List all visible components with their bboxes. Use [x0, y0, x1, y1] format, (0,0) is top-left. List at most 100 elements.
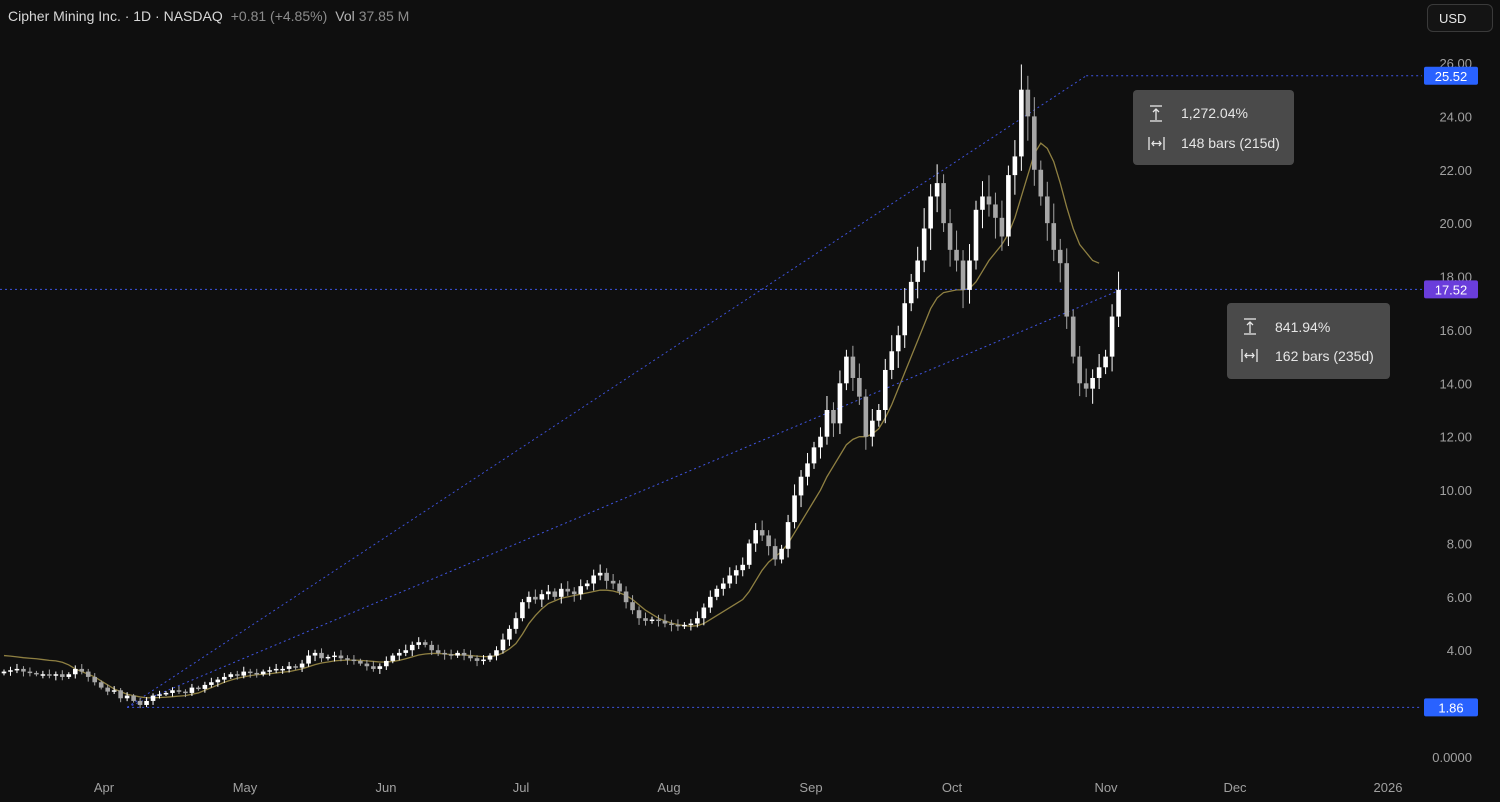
candle-body — [325, 656, 331, 659]
candle-body — [1103, 356, 1108, 368]
candle — [533, 589, 538, 604]
candle-body — [973, 209, 979, 261]
candle-body — [928, 196, 933, 229]
candle-body — [481, 659, 486, 662]
candle — [610, 574, 616, 590]
candle — [338, 650, 344, 662]
measure-line-1 — [126, 75, 1087, 708]
candle — [921, 208, 927, 273]
candle-body — [1109, 316, 1115, 357]
candle — [818, 427, 823, 459]
candle-body — [273, 668, 279, 671]
candle — [416, 637, 422, 650]
candle-body — [720, 583, 726, 589]
measure-2-bars: 162 bars (235d) — [1275, 348, 1374, 364]
candle — [785, 514, 791, 558]
candle-body — [565, 588, 571, 592]
candle-body — [921, 228, 927, 261]
candle — [461, 649, 467, 661]
candle-body — [319, 652, 324, 659]
x-tick-label: Oct — [942, 780, 963, 795]
candle — [1057, 238, 1063, 283]
candle-body — [98, 682, 104, 688]
candle-body — [234, 674, 240, 676]
candle — [429, 640, 434, 656]
y-tick-label: 0.0000 — [1432, 750, 1472, 765]
candle — [396, 648, 402, 661]
candle — [351, 655, 357, 665]
candle — [481, 655, 486, 665]
candle-body — [617, 583, 622, 592]
candle — [766, 530, 771, 556]
candle-body — [604, 572, 609, 581]
candle-body — [390, 655, 396, 661]
candle-body — [157, 694, 162, 696]
price-axis[interactable]: 26.0024.0022.0020.0018.0016.0014.0012.00… — [1432, 56, 1472, 765]
candle — [882, 358, 888, 424]
candle-body — [623, 591, 629, 603]
candle — [34, 670, 39, 677]
candle — [306, 650, 311, 667]
measure-box-2[interactable]: 841.94% 162 bars (235d) — [1227, 303, 1390, 379]
candle — [384, 656, 389, 670]
price-tag-bg — [1424, 66, 1478, 85]
candle — [682, 622, 687, 629]
candle-body — [202, 684, 208, 689]
candle-body — [1044, 196, 1050, 224]
candle — [137, 698, 143, 709]
candle — [973, 200, 979, 270]
candle — [377, 663, 383, 674]
candle — [934, 164, 940, 213]
candle — [1083, 368, 1089, 398]
currency-button[interactable]: USD — [1427, 4, 1493, 32]
candle — [170, 687, 175, 697]
candle — [1038, 160, 1044, 206]
candle-body — [740, 564, 746, 571]
time-axis[interactable]: Apr May Jun Jul Aug Sep Oct Nov Dec 2026 — [94, 780, 1403, 795]
candle-body — [1, 671, 7, 674]
candle — [902, 288, 908, 348]
candle-body — [831, 410, 836, 424]
candle — [604, 568, 609, 589]
candle-body — [539, 594, 545, 600]
candle-body — [870, 420, 875, 437]
candle-body — [72, 668, 78, 675]
candle-body — [124, 695, 130, 699]
x-tick-label: 2026 — [1374, 780, 1403, 795]
range-icon — [1244, 318, 1256, 335]
candle — [247, 668, 253, 678]
candle-body — [591, 575, 596, 584]
price-tag: 25.52 — [1424, 66, 1478, 85]
candle-body — [8, 670, 13, 672]
symbol-title[interactable]: Cipher Mining Inc. · 1D · NASDAQ — [8, 8, 223, 24]
moving-average-line — [3, 142, 1100, 699]
candle — [565, 581, 571, 596]
candle — [591, 569, 596, 591]
candle-body — [66, 674, 72, 677]
candle-body — [455, 652, 460, 656]
candle — [299, 659, 305, 672]
candle-body — [338, 655, 344, 659]
candle — [1012, 140, 1018, 195]
candle-body — [474, 658, 480, 661]
candle — [870, 408, 875, 447]
candle-body — [1070, 316, 1076, 357]
candle — [999, 200, 1005, 251]
candle-body — [533, 596, 538, 600]
candle — [222, 672, 227, 683]
y-tick-label: 10.00 — [1439, 483, 1472, 498]
candle-body — [403, 650, 409, 653]
symbol-header[interactable]: Cipher Mining Inc. · 1D · NASDAQ +0.81 (… — [8, 8, 409, 24]
candle — [442, 649, 447, 660]
candle-body — [137, 700, 143, 705]
candle-body — [571, 591, 577, 595]
candle — [811, 441, 817, 469]
candle-body — [416, 642, 422, 645]
candle-body — [40, 674, 46, 676]
measure-box-1[interactable]: 1,272.04% 148 bars (215d) — [1133, 90, 1294, 165]
candle-body — [967, 260, 972, 290]
candle-body — [818, 436, 823, 448]
candle-body — [759, 530, 765, 536]
candle-body — [850, 356, 856, 378]
